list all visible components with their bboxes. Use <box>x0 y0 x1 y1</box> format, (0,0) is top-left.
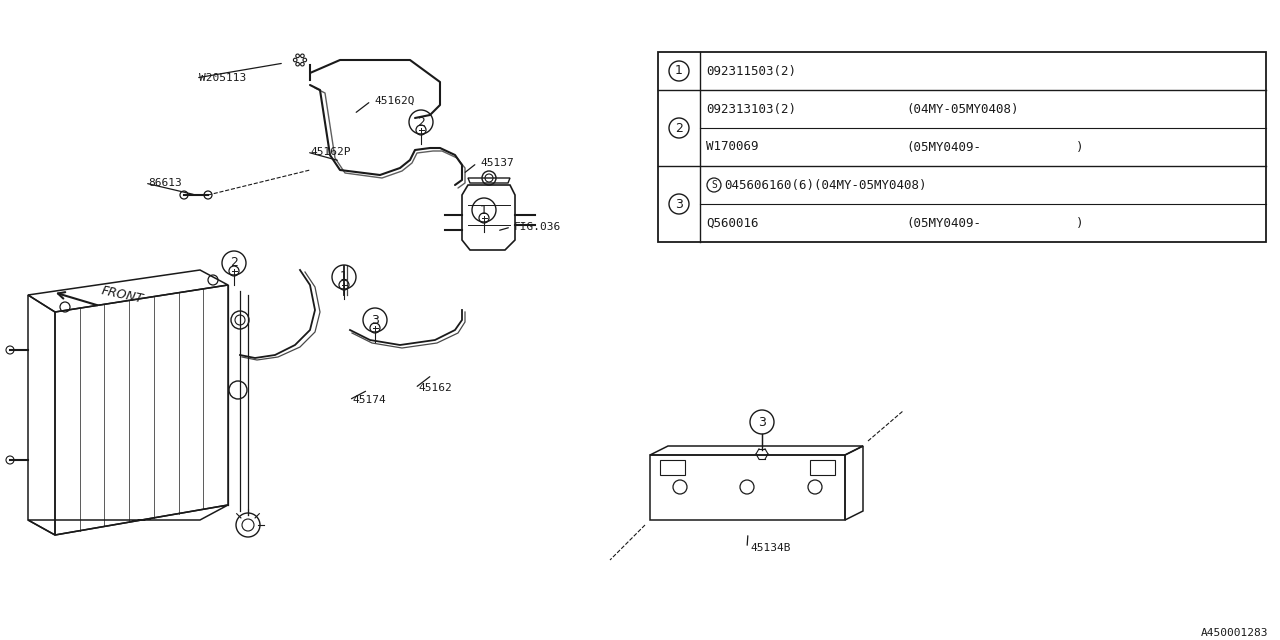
Text: 2: 2 <box>417 115 425 129</box>
Text: W170069: W170069 <box>707 141 759 154</box>
Text: 45174: 45174 <box>352 395 385 405</box>
Text: FRONT: FRONT <box>100 284 145 306</box>
Text: 2: 2 <box>675 122 684 134</box>
Text: 092311503(2): 092311503(2) <box>707 65 796 77</box>
Text: 1: 1 <box>340 271 348 284</box>
Text: 45137: 45137 <box>480 158 513 168</box>
Text: 1: 1 <box>675 65 684 77</box>
Text: ): ) <box>1076 216 1083 230</box>
Text: 092313103(2): 092313103(2) <box>707 102 796 115</box>
Text: 45162: 45162 <box>419 383 452 393</box>
Text: (04MY-05MY0408): (04MY-05MY0408) <box>906 102 1019 115</box>
Text: ): ) <box>1076 141 1083 154</box>
Text: 45134B: 45134B <box>750 543 791 553</box>
Text: A450001283: A450001283 <box>1201 628 1268 638</box>
Text: 86613: 86613 <box>148 178 182 188</box>
Text: 045606160(6)(04MY-05MY0408): 045606160(6)(04MY-05MY0408) <box>724 179 927 191</box>
Text: 3: 3 <box>371 314 379 326</box>
Text: FIG.036: FIG.036 <box>515 222 561 232</box>
Text: 3: 3 <box>758 415 765 429</box>
Text: 1: 1 <box>480 204 488 216</box>
Text: 45162Q: 45162Q <box>374 96 415 106</box>
Text: W205113: W205113 <box>198 73 246 83</box>
Bar <box>658 52 1266 242</box>
Bar <box>660 460 685 475</box>
Text: (05MY0409-: (05MY0409- <box>906 216 980 230</box>
Text: 2: 2 <box>230 257 238 269</box>
Text: 45162P: 45162P <box>310 147 351 157</box>
Text: 3: 3 <box>675 198 684 211</box>
Bar <box>810 460 835 475</box>
Text: S: S <box>712 180 717 190</box>
Text: (05MY0409-: (05MY0409- <box>906 141 980 154</box>
Text: Q560016: Q560016 <box>707 216 759 230</box>
